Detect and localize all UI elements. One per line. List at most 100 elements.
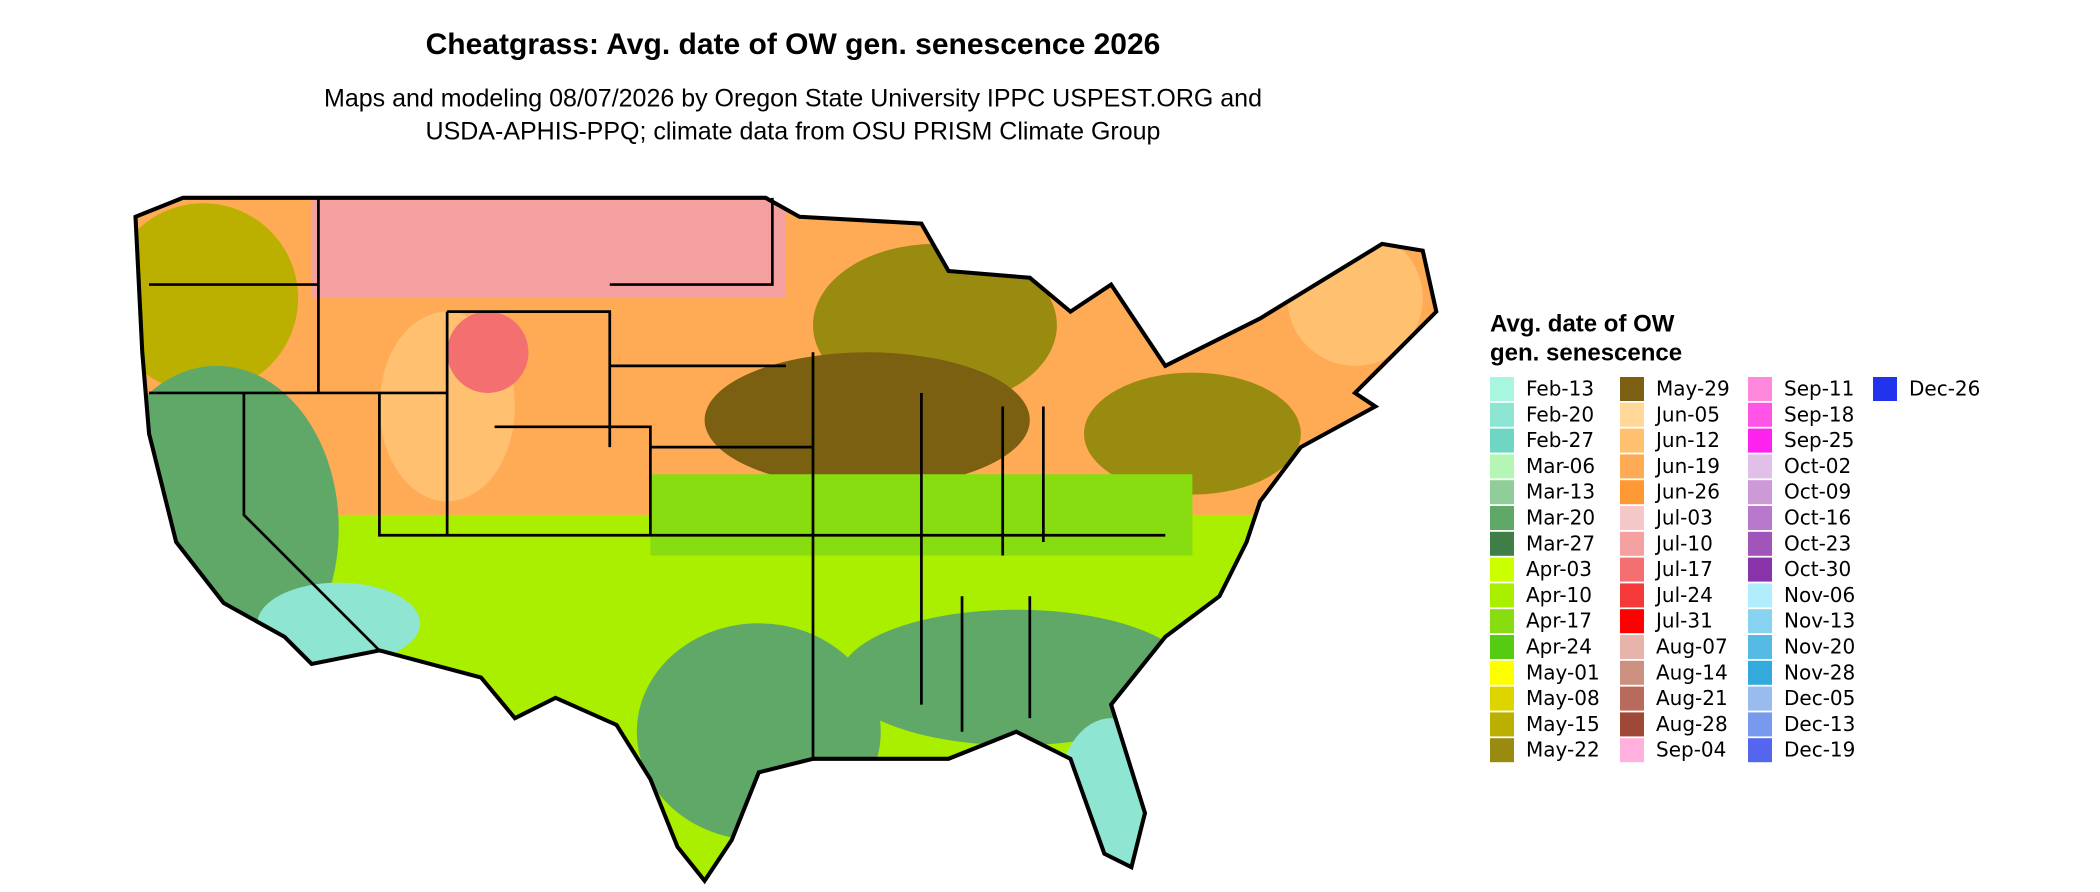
legend-swatch [1620,712,1644,737]
legend-label: Apr-24 [1526,635,1592,659]
legend-swatch [1620,506,1644,530]
legend-label: Nov-20 [1784,635,1855,659]
legend-label: Oct-16 [1784,506,1851,530]
subtitle: USDA-APHIS-PPQ; climate data from OSU PR… [426,118,1161,146]
legend-swatch [1620,454,1644,479]
legend-swatch [1490,531,1514,556]
legend-swatch [1748,480,1772,505]
legend-swatch [1490,635,1514,659]
legend-swatch [1873,377,1897,401]
country-outline [133,195,1439,885]
legend-label: Mar-06 [1526,454,1595,478]
legend-label: Nov-06 [1784,583,1855,607]
legend-label: Sep-04 [1656,738,1726,762]
legend-label: Oct-09 [1784,480,1851,504]
legend-label: Aug-14 [1656,660,1728,684]
legend-swatch [1490,480,1514,505]
legend-swatch [1748,738,1772,763]
region [311,197,786,299]
legend-swatch [1620,428,1644,453]
legend-swatch [1620,583,1644,608]
legend-swatch [1490,454,1514,479]
legend-label: Jul-17 [1654,557,1713,581]
legend-swatch [1748,402,1772,427]
legend-swatch [1748,506,1772,530]
legend-swatch [1748,660,1772,685]
legend-label: Nov-28 [1784,660,1855,684]
legend-label: Dec-05 [1784,686,1855,710]
legend-label: Aug-21 [1656,686,1728,710]
legend-label: Jul-10 [1654,531,1713,555]
legend: Feb-13Feb-20Feb-27Mar-06Mar-13Mar-20Mar-… [1490,377,1980,763]
legend-swatch [1748,609,1772,634]
legend-label: Dec-19 [1784,738,1855,762]
legend-swatch [1620,635,1644,659]
legend-swatch [1490,712,1514,737]
legend-swatch [1490,686,1514,711]
legend-swatch [1490,738,1514,763]
legend-label: May-01 [1526,660,1600,684]
legend-label: Oct-02 [1784,454,1851,478]
legend-label: Mar-13 [1526,480,1595,504]
legend-swatch [1490,583,1514,608]
state-borders [133,195,1439,885]
legend-swatch [1490,660,1514,685]
legend-label: Dec-13 [1784,712,1855,736]
region [636,623,881,841]
legend-label: May-29 [1656,377,1730,401]
legend-label: Oct-23 [1784,531,1851,555]
map [133,195,1439,885]
legend-swatch [1490,609,1514,634]
legend-swatch [1748,712,1772,737]
legend-label: Apr-03 [1526,557,1592,581]
legend-label: Jun-12 [1654,428,1720,452]
legend-swatch [1620,402,1644,427]
legend-label: Jul-03 [1654,506,1713,530]
legend-label: Feb-27 [1526,428,1594,452]
legend-label: Aug-07 [1656,635,1728,659]
legend-label: Mar-20 [1526,506,1595,530]
legend-label: May-08 [1526,686,1600,710]
legend-swatch [1748,635,1772,659]
region [447,311,529,393]
region [135,203,299,393]
legend-label: May-22 [1526,738,1600,762]
legend-swatch [1620,480,1644,505]
legend-title: Avg. date of OW [1490,310,1675,337]
legend-label: Apr-17 [1526,609,1592,633]
legend-label: Jun-26 [1654,480,1720,504]
legend-swatch [1490,428,1514,453]
legend-label: Nov-13 [1784,609,1855,633]
state-line [149,197,1166,759]
region [257,582,421,664]
legend-label: Jul-24 [1654,583,1713,607]
subtitle: Maps and modeling 08/07/2026 by Oregon S… [324,85,1262,113]
legend-label: Feb-13 [1526,377,1594,401]
legend-swatch [1490,506,1514,530]
legend-label: Jun-05 [1654,402,1720,426]
legend-label: May-15 [1526,712,1600,736]
legend-swatch [1620,686,1644,711]
legend-swatch [1490,377,1514,401]
legend-swatch [1620,531,1644,556]
region [1084,372,1301,495]
region [704,352,1030,488]
legend-swatch [1748,428,1772,453]
legend-label: Sep-18 [1784,402,1854,426]
legend-label: Aug-28 [1656,712,1728,736]
legend-swatch [1490,402,1514,427]
legend-label: Sep-25 [1784,428,1854,452]
legend-swatch [1748,377,1772,401]
title: Cheatgrass: Avg. date of OW gen. senesce… [426,28,1161,61]
legend-swatch [1748,454,1772,479]
legend-swatch [1620,557,1644,582]
legend-label: Sep-11 [1784,377,1854,401]
legend-swatch [1748,686,1772,711]
legend-swatch [1490,557,1514,582]
legend-swatch [1748,557,1772,582]
legend-swatch [1748,583,1772,608]
legend-label: Jun-19 [1654,454,1720,478]
legend-label: Apr-10 [1526,583,1592,607]
